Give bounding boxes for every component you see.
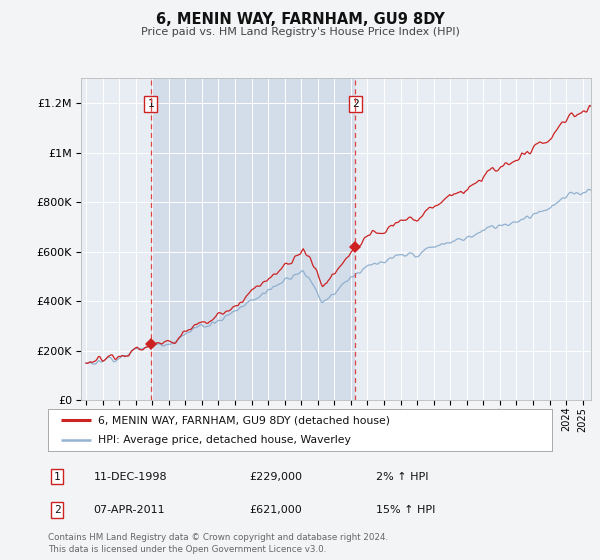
Text: 6, MENIN WAY, FARNHAM, GU9 8DY: 6, MENIN WAY, FARNHAM, GU9 8DY xyxy=(155,12,445,27)
Text: 2% ↑ HPI: 2% ↑ HPI xyxy=(376,472,428,482)
Text: 1: 1 xyxy=(148,99,154,109)
Text: 15% ↑ HPI: 15% ↑ HPI xyxy=(376,505,435,515)
Text: Contains HM Land Registry data © Crown copyright and database right 2024.
This d: Contains HM Land Registry data © Crown c… xyxy=(48,533,388,554)
Text: 1: 1 xyxy=(53,472,61,482)
Text: 07-APR-2011: 07-APR-2011 xyxy=(94,505,165,515)
Text: Price paid vs. HM Land Registry's House Price Index (HPI): Price paid vs. HM Land Registry's House … xyxy=(140,27,460,37)
Text: HPI: Average price, detached house, Waverley: HPI: Average price, detached house, Wave… xyxy=(98,435,351,445)
Text: 2: 2 xyxy=(352,99,359,109)
Text: £621,000: £621,000 xyxy=(250,505,302,515)
Bar xyxy=(151,78,355,400)
Text: 11-DEC-1998: 11-DEC-1998 xyxy=(94,472,167,482)
Text: 6, MENIN WAY, FARNHAM, GU9 8DY (detached house): 6, MENIN WAY, FARNHAM, GU9 8DY (detached… xyxy=(98,415,391,425)
Text: 2: 2 xyxy=(53,505,61,515)
Text: £229,000: £229,000 xyxy=(250,472,302,482)
